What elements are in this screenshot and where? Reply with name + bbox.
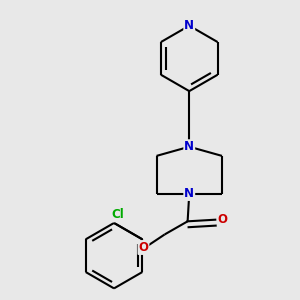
Text: N: N bbox=[184, 140, 194, 153]
Text: O: O bbox=[218, 213, 228, 226]
Text: N: N bbox=[184, 19, 194, 32]
Text: N: N bbox=[184, 187, 194, 200]
Text: Cl: Cl bbox=[111, 208, 124, 221]
Text: O: O bbox=[139, 241, 148, 254]
